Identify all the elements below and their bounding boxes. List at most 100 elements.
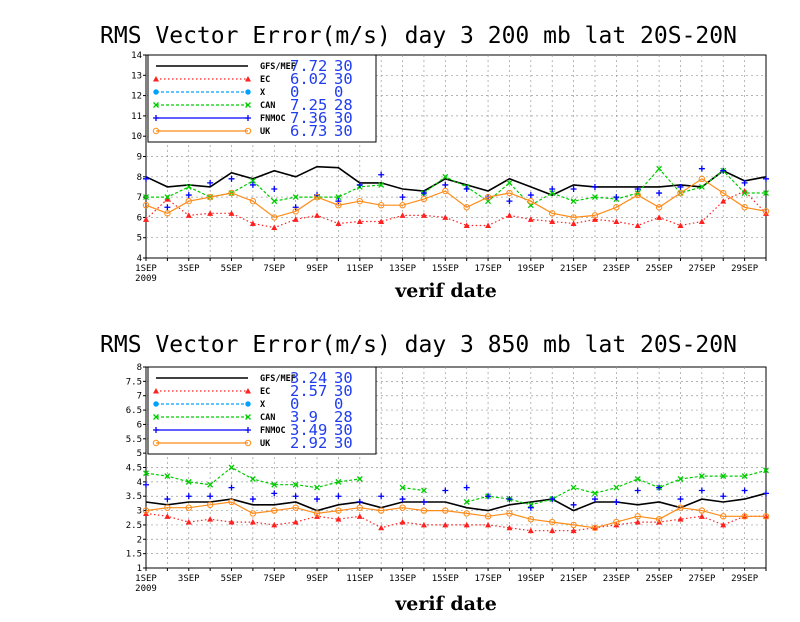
data-point bbox=[698, 507, 706, 514]
data-point bbox=[399, 194, 406, 201]
data-point bbox=[506, 510, 513, 517]
data-point bbox=[720, 521, 727, 528]
data-point bbox=[527, 216, 534, 222]
data-point bbox=[613, 194, 620, 201]
data-point bbox=[206, 193, 214, 201]
x-tick-label: 5SEP bbox=[221, 574, 243, 584]
chart-panel-1: RMS Vector Error(m/s) day 3 200 mb lat 2… bbox=[100, 23, 770, 302]
x-tick-label: 1SEP bbox=[135, 574, 157, 584]
data-point bbox=[249, 220, 256, 226]
data-point bbox=[549, 527, 556, 534]
y-tick-label: 3.5 bbox=[126, 492, 142, 502]
y-tick-label: 2 bbox=[137, 535, 142, 545]
data-point bbox=[720, 167, 727, 174]
data-point bbox=[549, 496, 556, 503]
data-point bbox=[314, 496, 321, 503]
y-tick-label: 14 bbox=[131, 51, 142, 61]
data-point bbox=[442, 187, 449, 195]
data-point bbox=[206, 501, 214, 509]
legend-marker bbox=[245, 427, 251, 433]
data-point bbox=[356, 181, 363, 188]
series-line bbox=[145, 178, 767, 219]
data-point bbox=[655, 204, 663, 211]
x-tick-label: 13SEP bbox=[389, 264, 417, 274]
x-tick-label: 23SEP bbox=[603, 264, 631, 274]
data-point bbox=[634, 190, 641, 196]
data-point bbox=[420, 487, 427, 494]
data-point bbox=[763, 190, 769, 196]
data-point bbox=[634, 513, 641, 520]
data-point bbox=[377, 507, 385, 514]
data-point bbox=[463, 510, 470, 517]
data-point bbox=[399, 496, 406, 503]
data-point bbox=[399, 519, 406, 525]
data-point bbox=[613, 518, 620, 526]
data-point bbox=[420, 507, 428, 514]
data-point bbox=[142, 507, 150, 514]
legend-count-value: 30 bbox=[334, 382, 353, 400]
data-point bbox=[720, 198, 727, 204]
data-point bbox=[271, 507, 278, 514]
data-point bbox=[592, 490, 598, 497]
y-tick-label: 4 bbox=[137, 254, 142, 264]
y-tick-label: 5 bbox=[137, 449, 142, 459]
data-point bbox=[249, 181, 256, 188]
data-point bbox=[634, 185, 641, 192]
data-point bbox=[356, 504, 363, 511]
y-tick-label: 9 bbox=[137, 153, 142, 163]
data-point bbox=[613, 204, 620, 211]
data-point bbox=[698, 175, 706, 183]
x-year-label: 2009 bbox=[135, 584, 157, 594]
legend-label: CAN bbox=[260, 413, 275, 423]
data-point bbox=[549, 185, 556, 192]
data-point bbox=[698, 218, 705, 224]
data-point bbox=[698, 513, 705, 519]
legend-count-value: 30 bbox=[334, 57, 353, 75]
data-point bbox=[463, 204, 470, 211]
series-uk bbox=[142, 175, 770, 221]
data-point bbox=[314, 212, 321, 218]
data-point bbox=[506, 198, 513, 205]
data-point bbox=[420, 212, 427, 218]
series-line bbox=[146, 167, 766, 206]
data-point bbox=[314, 484, 320, 491]
data-point bbox=[677, 189, 684, 197]
series-line bbox=[145, 190, 767, 229]
data-point bbox=[527, 527, 534, 534]
x-tick-label: 3SEP bbox=[178, 574, 200, 584]
data-point bbox=[292, 216, 299, 222]
legend-count-value: 30 bbox=[334, 122, 353, 140]
data-point bbox=[228, 519, 235, 525]
data-point bbox=[164, 496, 171, 503]
data-point bbox=[741, 179, 748, 186]
data-point bbox=[399, 484, 406, 491]
y-tick-label: 6 bbox=[137, 213, 142, 223]
legend-marker bbox=[245, 401, 251, 407]
data-point bbox=[763, 175, 769, 182]
y-tick-label: 6 bbox=[137, 420, 142, 430]
data-point bbox=[164, 210, 171, 217]
data-point bbox=[741, 487, 748, 494]
legend-marker bbox=[245, 102, 251, 108]
series-fnmoc bbox=[143, 481, 769, 511]
legend-mean-value: 7.72 bbox=[290, 57, 327, 75]
series-line bbox=[145, 512, 766, 532]
data-point bbox=[741, 513, 748, 520]
data-point bbox=[613, 218, 620, 224]
legend-label: GFS/MEF bbox=[260, 374, 296, 384]
data-point bbox=[335, 198, 342, 205]
series-line bbox=[145, 492, 767, 512]
legend-mean-value: 2.57 bbox=[290, 382, 327, 400]
y-tick-label: 13 bbox=[131, 71, 142, 81]
data-point bbox=[762, 208, 770, 215]
legend-marker bbox=[153, 388, 159, 394]
data-point bbox=[271, 224, 278, 231]
y-tick-label: 7 bbox=[137, 193, 142, 203]
data-point bbox=[164, 196, 171, 202]
data-point bbox=[463, 498, 470, 505]
x-tick-label: 7SEP bbox=[263, 574, 285, 584]
legend-count-value: 30 bbox=[334, 109, 353, 127]
series-line bbox=[145, 165, 767, 196]
data-point bbox=[720, 189, 727, 197]
data-point bbox=[549, 518, 556, 526]
